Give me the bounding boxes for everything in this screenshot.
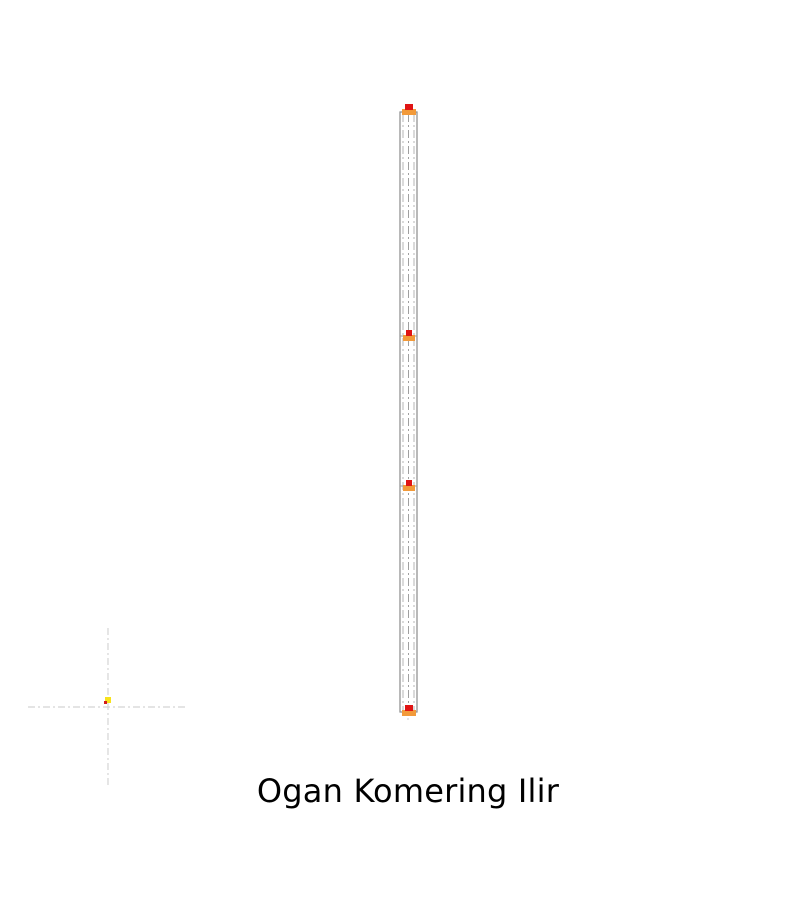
district-marker-icon[interactable] [402, 104, 416, 115]
district-strip [399, 111, 418, 722]
locator-dot-icon [104, 697, 111, 704]
district-marker-icon[interactable] [403, 480, 415, 491]
locator-inset [28, 628, 188, 788]
region-title: Ogan Komering Ilir [256, 772, 560, 810]
district-marker-icon[interactable] [403, 330, 415, 341]
district-marker-icon[interactable] [402, 705, 416, 716]
